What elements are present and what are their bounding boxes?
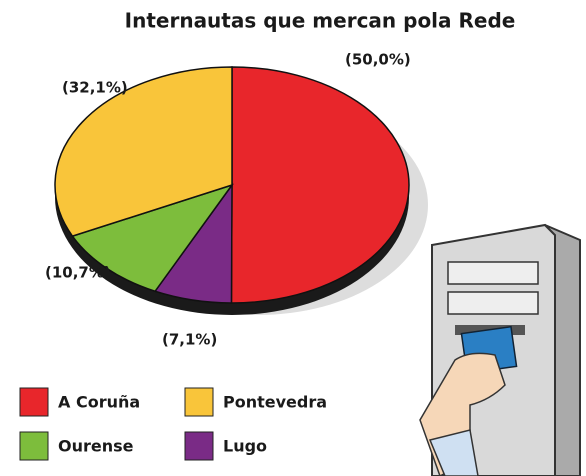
legend-swatch	[19, 431, 49, 461]
legend: A Coruña Pontevedra Ourense Lugo	[19, 387, 327, 461]
pie-slice	[54, 66, 233, 238]
value-label: (10,7%)	[45, 264, 111, 282]
legend-label: Ourense	[58, 437, 134, 456]
chart-title: Internautas que mercan pola Rede	[125, 9, 516, 33]
pie-slice	[71, 183, 234, 293]
legend-label: Lugo	[223, 437, 267, 456]
legend-swatch	[184, 387, 214, 417]
value-label: (7,1%)	[162, 331, 217, 349]
legend-swatch	[184, 431, 214, 461]
pie	[54, 66, 410, 304]
labels: (50,0%) (32,1%) (10,7%) (7,1%)	[45, 51, 411, 349]
value-label: (50,0%)	[345, 51, 411, 69]
computer-illustration	[419, 223, 581, 476]
legend-label: A Coruña	[58, 393, 140, 412]
legend-label: Pontevedra	[223, 393, 327, 412]
pie-slice	[230, 66, 410, 304]
value-label: (32,1%)	[62, 79, 128, 97]
legend-swatch	[19, 387, 49, 417]
